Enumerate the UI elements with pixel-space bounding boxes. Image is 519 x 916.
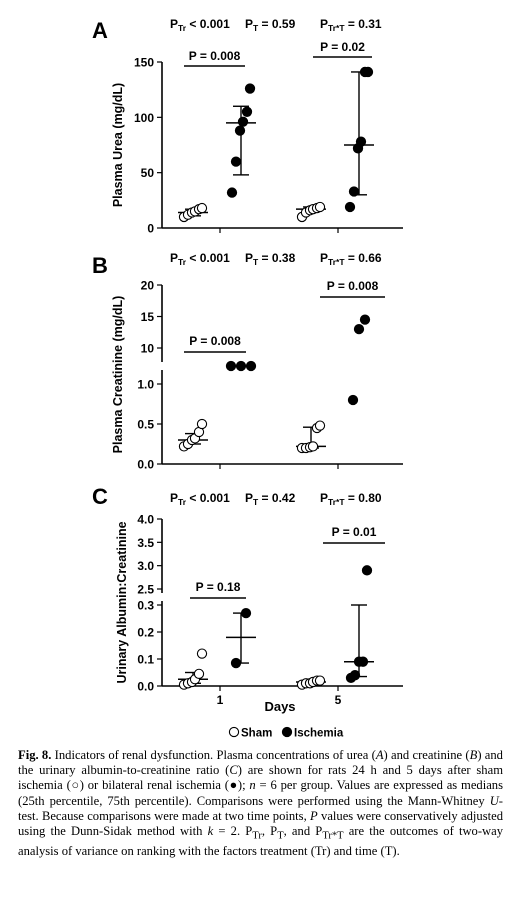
caption-text: Indicators of renal dysfunction. Plasma … [51, 748, 376, 762]
sham-point [196, 202, 208, 214]
ischemia-point [359, 314, 371, 325]
figure-caption: Fig. 8. Indicators of renal dysfunction.… [18, 748, 503, 859]
figure: A PTr < 0.001 PT = 0.59 PTr*T = 0.31 0 50 100 1… [92, 17, 403, 740]
stat-label: PT = 0.38 [245, 251, 296, 267]
ischemia-point [349, 670, 361, 681]
ischemia-point [357, 656, 369, 667]
ischemia-point [235, 360, 247, 372]
y-tick-label: 0.5 [137, 418, 154, 432]
caption-sub: Tr*T [322, 830, 344, 842]
caption-text: , and P [283, 824, 323, 839]
caption-text: values were conservatively adjusted usin… [18, 808, 503, 839]
y-axis-title: Plasma Creatinine (mg/dL) [111, 296, 125, 454]
y-tick-label: 1.0 [137, 378, 154, 392]
stat-label: PT = 0.59 [245, 17, 296, 33]
caption-italic: A [375, 748, 384, 762]
y-tick-label: 4.0 [137, 513, 154, 527]
panel-letter: B [92, 253, 108, 278]
stat-label: PTr < 0.001 [170, 17, 230, 33]
y-tick-label: 3.0 [137, 559, 154, 573]
sham-point [314, 675, 326, 686]
stat-label: PT = 0.42 [245, 491, 296, 507]
y-tick-label: 10 [141, 342, 155, 356]
y-axis-title: Urinary Albumin:Creatinine [115, 521, 129, 683]
caption-text: are the outcomes of two-way analysis of … [18, 824, 504, 858]
stat-label: PTr*T = 0.80 [320, 491, 382, 507]
panel-letter: A [92, 18, 108, 43]
x-tick-label: 1 [217, 693, 224, 707]
y-tick-label: 0.0 [137, 458, 154, 472]
y-tick-label: 20 [141, 279, 155, 293]
significance-label: P = 0.18 [196, 580, 241, 594]
ischemia-point [226, 187, 238, 198]
y-tick-label: 2.5 [137, 583, 154, 597]
caption-text: ) are shown for rats 24 h and 5 days aft… [18, 763, 503, 793]
legend-ischemia-label: Ischemia [294, 728, 344, 740]
caption-italic: U [489, 793, 499, 808]
caption-text: = 2. P [213, 824, 253, 839]
ischemia-point [241, 106, 253, 117]
ischemia-point [230, 657, 242, 669]
significance-label: P = 0.008 [189, 49, 241, 63]
caption-text: -test. Because comparisons were made at … [18, 793, 503, 823]
y-tick-label: 150 [134, 56, 154, 70]
ischemia-point [244, 83, 256, 94]
caption-italic: B [469, 748, 478, 762]
significance-label: P = 0.008 [189, 334, 241, 348]
stat-label: PTr < 0.001 [170, 251, 230, 267]
caption-sub: T [277, 830, 284, 842]
y-tick-label: 0.3 [137, 599, 154, 613]
sham-point [314, 201, 326, 213]
y-tick-label: 0.2 [137, 626, 154, 640]
sham-point [196, 418, 208, 430]
y-tick-label: 0.0 [137, 680, 154, 694]
significance-label: P = 0.02 [320, 40, 365, 54]
ischemia-point [344, 201, 356, 213]
y-tick-label: 0 [147, 222, 154, 236]
y-axis-title: Plasma Urea (mg/dL) [111, 83, 125, 207]
ischemia-point [225, 360, 237, 372]
panel-letter: C [92, 484, 108, 509]
ischemia-point [234, 125, 246, 136]
caption-text: ) and creatinine ( [383, 748, 470, 762]
y-tick-label: 3.5 [137, 536, 154, 550]
x-axis-title: Days [264, 699, 295, 714]
y-tick-label: 15 [141, 310, 155, 324]
ischemia-point [347, 394, 359, 406]
ischemia-point [361, 565, 373, 576]
caption-italic: k [207, 824, 214, 839]
significance-label: P = 0.01 [332, 525, 377, 539]
ischemia-point [353, 323, 365, 335]
sham-point [307, 441, 319, 452]
caption-italic: P [310, 808, 318, 823]
legend-ischemia-marker [281, 726, 293, 738]
ischemia-point [230, 156, 242, 167]
stat-label: PTr < 0.001 [170, 491, 230, 507]
y-tick-label: 100 [134, 111, 154, 125]
ischemia-point [348, 186, 360, 197]
caption-italic: n [249, 778, 256, 793]
caption-text: = 6 per group. Values are expressed as m… [18, 778, 503, 808]
legend-sham-label: Sham [241, 728, 272, 740]
ischemia-point [245, 360, 257, 372]
caption-italic: C [229, 763, 238, 778]
caption-text: ) and the urinary albumin-to-creatinine … [18, 748, 503, 778]
ischemia-point [355, 136, 367, 147]
legend-sham-marker [228, 726, 240, 738]
significance-label: P = 0.008 [327, 279, 379, 293]
sham-point [196, 648, 208, 659]
stat-label: PTr*T = 0.66 [320, 251, 382, 267]
y-tick-label: 0.1 [137, 653, 154, 667]
ischemia-point [240, 607, 252, 619]
y-tick-label: 50 [141, 166, 155, 180]
x-tick-label: 5 [335, 693, 342, 707]
stat-label: PTr*T = 0.31 [320, 17, 382, 33]
sham-point [193, 668, 205, 679]
ischemia-point [237, 116, 249, 127]
ischemia-point [362, 66, 374, 78]
caption-fig-label: Fig. 8. [18, 748, 52, 762]
sham-point [314, 420, 326, 431]
caption-sub: Tr [252, 830, 262, 842]
caption-text: , P [261, 824, 278, 839]
